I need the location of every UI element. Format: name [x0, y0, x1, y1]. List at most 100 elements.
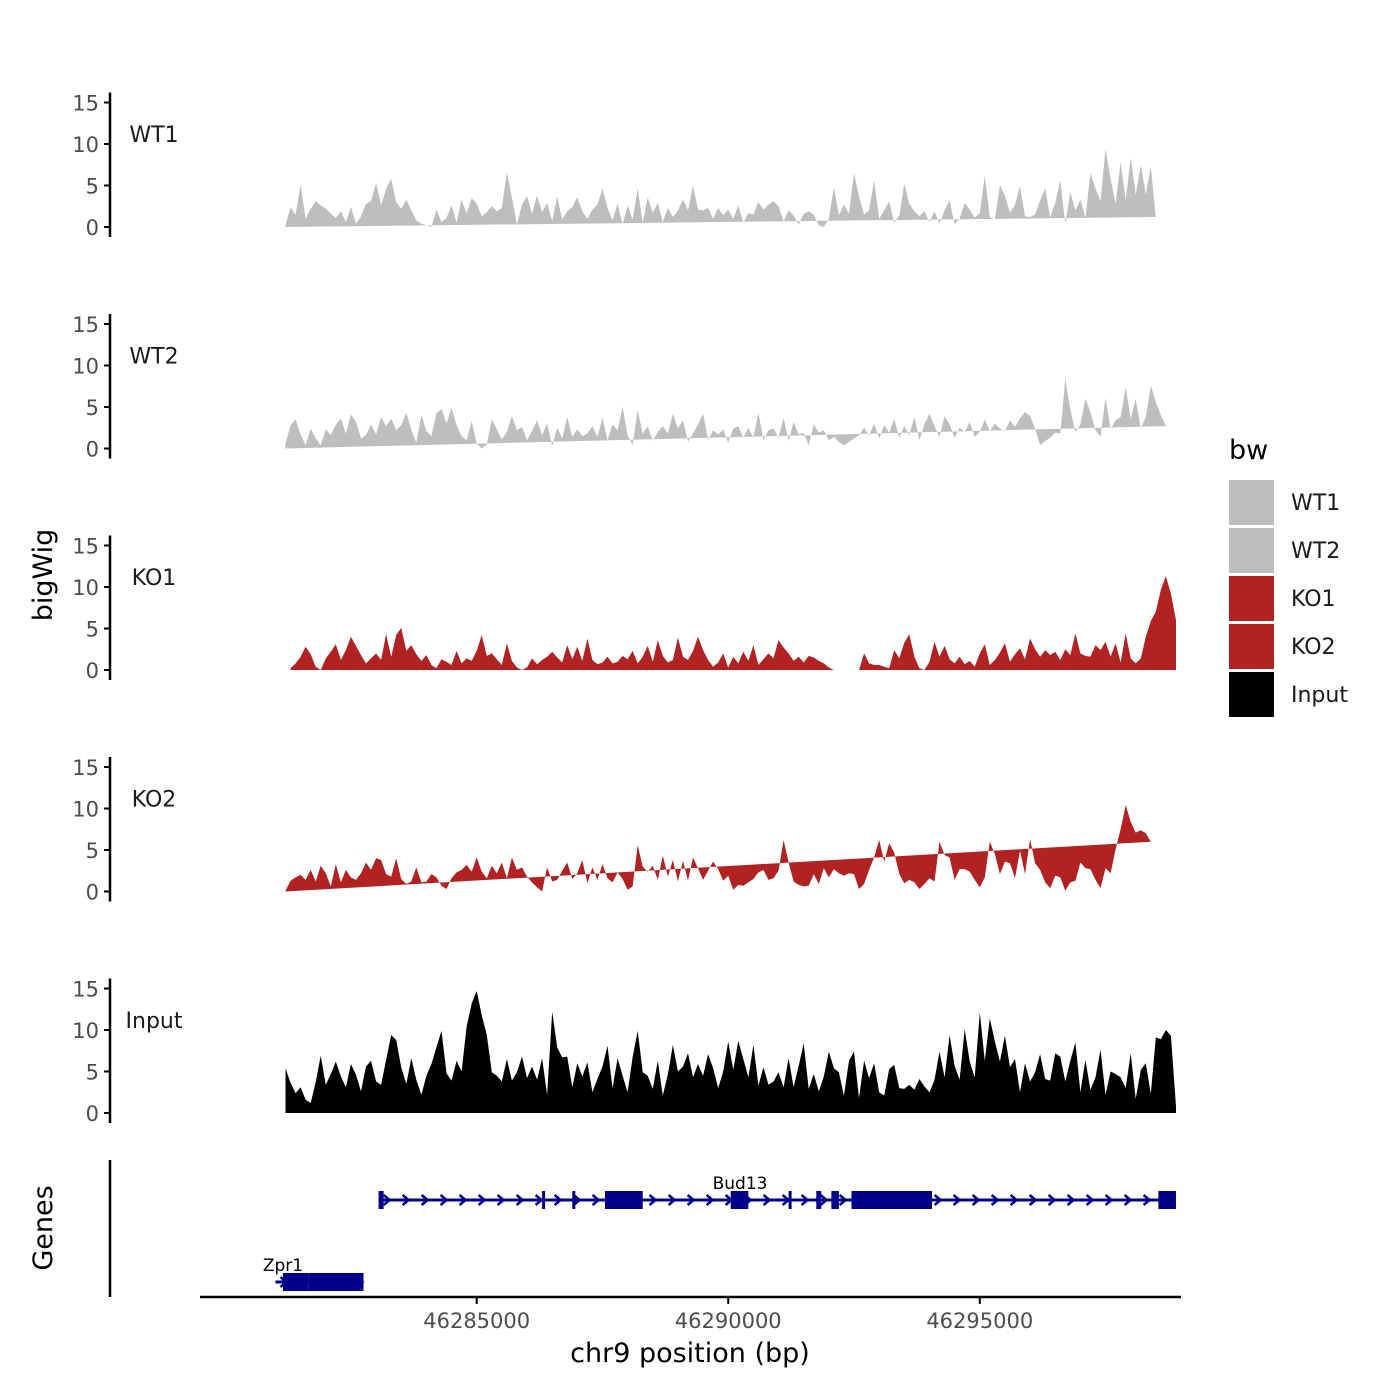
strand-arrow: [781, 1194, 791, 1206]
strand-arrow: [1066, 1194, 1076, 1206]
strand-arrow: [1047, 1194, 1057, 1206]
y-tick-label: 0: [86, 216, 99, 240]
strand-arrow: [1009, 1194, 1019, 1206]
strand-arrow: [496, 1194, 506, 1206]
y-tick-label: 5: [86, 396, 99, 420]
gene-label: Zpr1: [263, 1256, 303, 1276]
track-label: WT1: [129, 123, 178, 148]
strand-arrow: [990, 1194, 1000, 1206]
gene-exon: [831, 1191, 839, 1209]
y-tick-label: 15: [72, 535, 99, 559]
gene-exon: [542, 1191, 546, 1209]
strand-arrow: [819, 1194, 829, 1206]
y-tick-label: 5: [86, 175, 99, 199]
strand-arrow: [420, 1194, 430, 1206]
gene-exon: [851, 1191, 932, 1209]
y-tick-label: 10: [72, 133, 99, 157]
genes-panel: Bud13 Zpr1: [108, 1160, 1176, 1297]
track-label: KO1: [132, 566, 177, 591]
strand-arrow: [667, 1194, 677, 1206]
gene-exon: [283, 1273, 309, 1291]
legend: bw WT1 WT2 KO1 KO2 Input: [1229, 435, 1348, 717]
strand-arrow: [1104, 1194, 1114, 1206]
strand-arrow: [572, 1194, 582, 1206]
track-ko2: 0 5 10 15 KO2: [72, 756, 1151, 905]
strand-arrow: [838, 1194, 848, 1206]
strand-arrow: [1123, 1194, 1133, 1206]
gene-zpr1: Zpr1: [263, 1256, 365, 1291]
x-axis: 46285000 46290000 46295000: [200, 1295, 1181, 1333]
track-area-ko2: [285, 805, 1151, 892]
y-tick-label: 0: [86, 438, 99, 462]
strand-arrow: [971, 1194, 981, 1206]
x-axis-title: chr9 position (bp): [570, 1338, 810, 1369]
y-tick-label: 5: [86, 618, 99, 642]
gene-exon: [308, 1273, 364, 1291]
strand-arrow: [1085, 1194, 1095, 1206]
x-tick-label: 46290000: [675, 1309, 782, 1333]
legend-label: WT1: [1291, 491, 1340, 516]
gene-exon: [788, 1191, 792, 1209]
strand-arrow: [1142, 1194, 1152, 1206]
y-tick-label: 15: [72, 92, 99, 116]
strand-arrow: [800, 1194, 810, 1206]
track-wt2: 0 5 10 15 WT2: [72, 313, 1166, 462]
gene-bud13: Bud13: [378, 1174, 1176, 1209]
y-axis-title: bigWig: [28, 529, 59, 622]
strand-arrow: [591, 1194, 601, 1206]
track-input: 0 5 10 15 Input: [72, 978, 1176, 1126]
legend-key-wt2: [1229, 528, 1274, 573]
x-tick-label: 46285000: [423, 1309, 530, 1333]
legend-label: WT2: [1291, 539, 1340, 564]
y-tick-label: 10: [72, 355, 99, 379]
gene-exon: [816, 1191, 822, 1209]
track-wt1: 0 5 10 15 WT1: [72, 92, 1156, 240]
track-area-input: [285, 991, 1176, 1113]
legend-title: bw: [1229, 435, 1268, 466]
y-tick-label: 10: [72, 1019, 99, 1043]
strand-arrow: [515, 1194, 525, 1206]
legend-key-ko2: [1229, 624, 1274, 669]
y-tick-label: 15: [72, 978, 99, 1002]
track-area-wt1: [285, 149, 1156, 227]
y-tick-label: 5: [86, 1061, 99, 1085]
strand-arrow: [686, 1194, 696, 1206]
y-tick-label: 10: [72, 576, 99, 600]
x-tick-label: 46295000: [926, 1309, 1033, 1333]
signal-tracks: 0 5 10 15 WT1 0 5 10 15 WT2 0 5 10 15 KO1 0 5 10 15 KO2 0 5 10…: [72, 92, 1177, 1126]
gene-exon: [572, 1191, 576, 1209]
strand-arrow: [1028, 1194, 1038, 1206]
strand-arrow: [553, 1194, 563, 1206]
track-label: KO2: [132, 788, 177, 813]
legend-key-ko1: [1229, 576, 1274, 621]
gene-label: Bud13: [713, 1174, 768, 1194]
gene-exon: [1158, 1191, 1176, 1209]
legend-label: Input: [1291, 683, 1348, 708]
strand-arrow: [705, 1194, 715, 1206]
strand-arrow: [401, 1194, 411, 1206]
track-label: Input: [126, 1009, 183, 1034]
legend-key-input: [1229, 672, 1274, 717]
legend-label: KO1: [1291, 587, 1336, 612]
track-label: WT2: [129, 345, 178, 370]
genes-axis-title: Genes: [28, 1185, 59, 1270]
gene-exon: [378, 1191, 384, 1209]
y-tick-label: 5: [86, 839, 99, 863]
y-tick-label: 15: [72, 756, 99, 780]
y-tick-label: 0: [86, 1102, 99, 1126]
track-area-wt2: [285, 378, 1166, 449]
y-tick-label: 15: [72, 313, 99, 337]
strand-arrow: [477, 1194, 487, 1206]
legend-key-wt1: [1229, 480, 1274, 525]
track-area-ko1: [290, 576, 1177, 670]
y-tick-label: 0: [86, 881, 99, 905]
y-tick-label: 10: [72, 798, 99, 822]
strand-arrow: [933, 1194, 943, 1206]
strand-arrow: [762, 1194, 772, 1206]
strand-arrow: [534, 1194, 544, 1206]
strand-arrow: [382, 1194, 392, 1206]
legend-label: KO2: [1291, 635, 1336, 660]
track-ko1: 0 5 10 15 KO1: [72, 535, 1177, 683]
